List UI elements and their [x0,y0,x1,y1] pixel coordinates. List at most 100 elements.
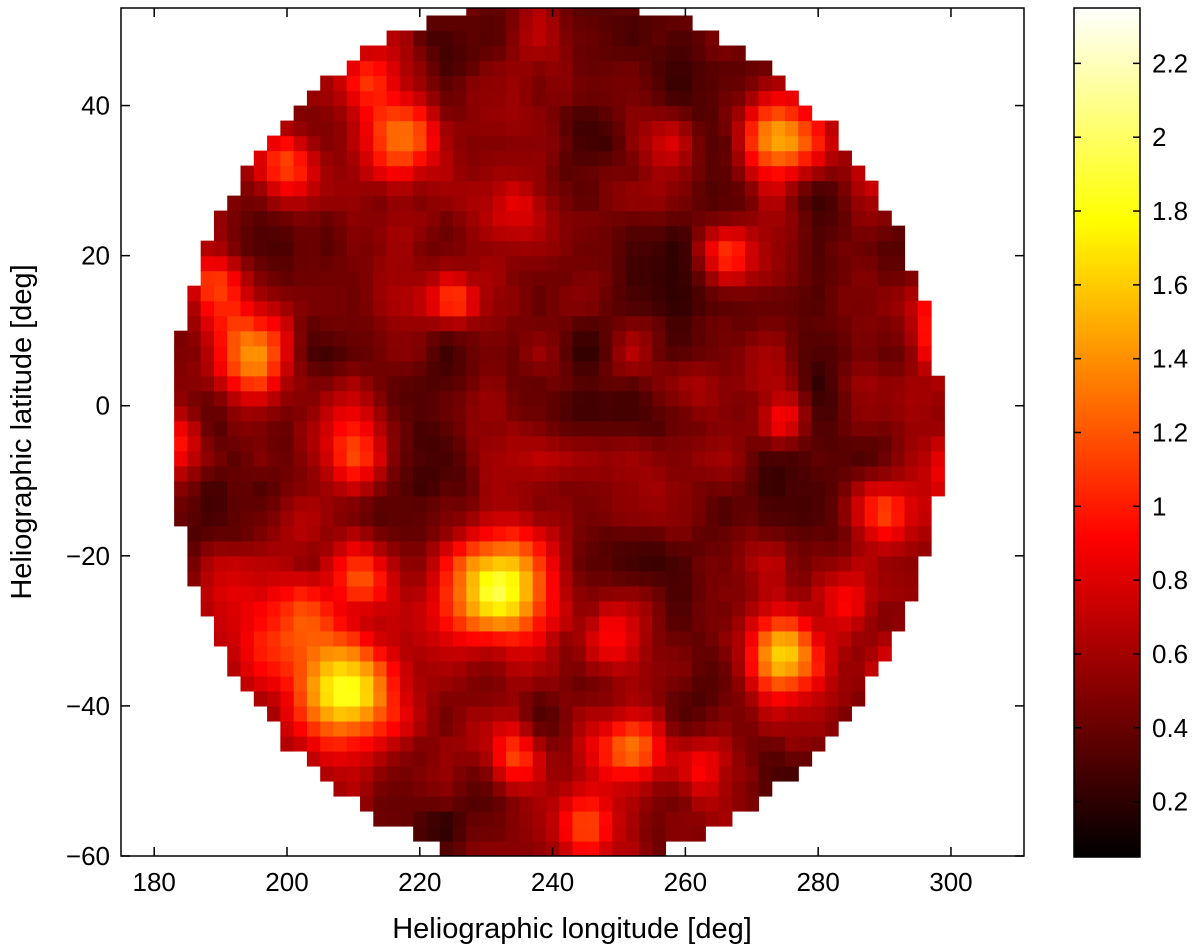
heatmap-cell [784,300,799,317]
heatmap-cell [784,450,799,467]
heatmap-cell [784,720,799,737]
heatmap-cell [612,210,627,227]
heatmap-cell [346,690,361,707]
heatmap-cell [320,495,335,512]
heatmap-cell [838,705,852,722]
heatmap-cell [240,255,255,272]
heatmap-cell [745,435,760,452]
heatmap-cell [492,300,507,317]
heatmap-cell [426,375,441,392]
heatmap-cell [293,360,308,377]
heatmap-cell [386,150,401,167]
heatmap-cell [439,285,454,302]
heatmap-cell [824,330,839,347]
heatmap-cell [492,765,507,782]
colorbar-ticks [1074,62,1140,803]
heatmap-cell [187,315,202,332]
heatmap-cell [452,510,467,527]
heatmap-cell [426,600,441,617]
heatmap-cell [599,315,613,332]
heatmap-cell [333,210,348,227]
heatmap-cell [585,705,600,722]
heatmap-cell [891,225,906,242]
heatmap-cell [200,390,215,407]
heatmap-cell [333,300,348,317]
heatmap-cell [466,255,481,272]
heatmap-cell [452,675,467,692]
heatmap-cell [413,600,428,617]
heatmap-cell [904,450,919,467]
heatmap-cell [532,720,547,737]
heatmap-cell [466,765,481,782]
heatmap-cell [771,225,786,242]
heatmap-cell [652,105,667,122]
heatmap-cell [625,510,640,527]
heatmap-cell [545,540,560,557]
heatmap-cell [293,585,308,602]
heatmap-cell [413,690,428,707]
heatmap-cell [692,735,706,752]
heatmap-cell [559,630,574,647]
heatmap-cell [413,780,428,797]
heatmap-cell [559,795,574,812]
heatmap-cell [532,480,547,497]
heatmap-cell [599,195,613,212]
heatmap-cell [519,405,534,422]
heatmap-cell [413,660,428,677]
heatmap-cell [612,720,627,737]
heatmap-cell [758,270,773,287]
heatmap-cell [572,390,587,407]
heatmap-cell [280,570,295,587]
heatmap-cell [253,660,268,677]
heatmap-cell [784,90,799,107]
heatmap-cell [346,525,361,542]
heatmap-cell [506,525,520,542]
heatmap-cell [386,540,401,557]
heatmap-cell [373,735,388,752]
heatmap-cell [386,255,401,272]
heatmap-cell [413,720,428,737]
heatmap-cell [625,375,640,392]
heatmap-cell [612,450,627,467]
heatmap-cell [413,135,428,152]
heatmap-cell [745,450,760,467]
heatmap-cell [599,60,613,77]
heatmap-cell [426,90,441,107]
heatmap-cell [612,375,627,392]
heatmap-cell [904,435,919,452]
heatmap-cell [638,210,653,227]
heatmap-cell [864,435,879,452]
heatmap-cell [373,480,388,497]
heatmap-cell [585,405,600,422]
heatmap-cell [333,510,348,527]
heatmap-cell [519,765,534,782]
heatmap-cell [333,375,348,392]
heatmap-cell [864,285,879,302]
heatmap-cell [306,615,321,632]
heatmap-cell [731,705,746,722]
heatmap-cell [320,525,335,542]
heatmap-cell [798,600,813,617]
colorbar-tick-label: 1.6 [1152,270,1188,300]
heatmap-cell [439,825,454,842]
heatmap-cell [452,525,467,542]
heatmap-cell [333,675,348,692]
heatmap-cell [745,765,760,782]
heatmap-cell [851,315,866,332]
heatmap-cell [784,330,799,347]
heatmap-cell [360,615,374,632]
heatmap-cell [386,420,401,437]
heatmap-cell [599,765,613,782]
heatmap-cell [678,765,693,782]
heatmap-cell [838,615,852,632]
heatmap-cell [386,810,401,827]
heatmap-cell [506,600,520,617]
heatmap-cell [917,525,932,542]
heatmap-cell [519,375,534,392]
heatmap-cell [213,210,228,227]
heatmap-cell [320,750,335,767]
heatmap-cell [479,180,494,197]
heatmap-cell [532,180,547,197]
heatmap-cell [506,30,520,47]
heatmap-cell [612,810,627,827]
